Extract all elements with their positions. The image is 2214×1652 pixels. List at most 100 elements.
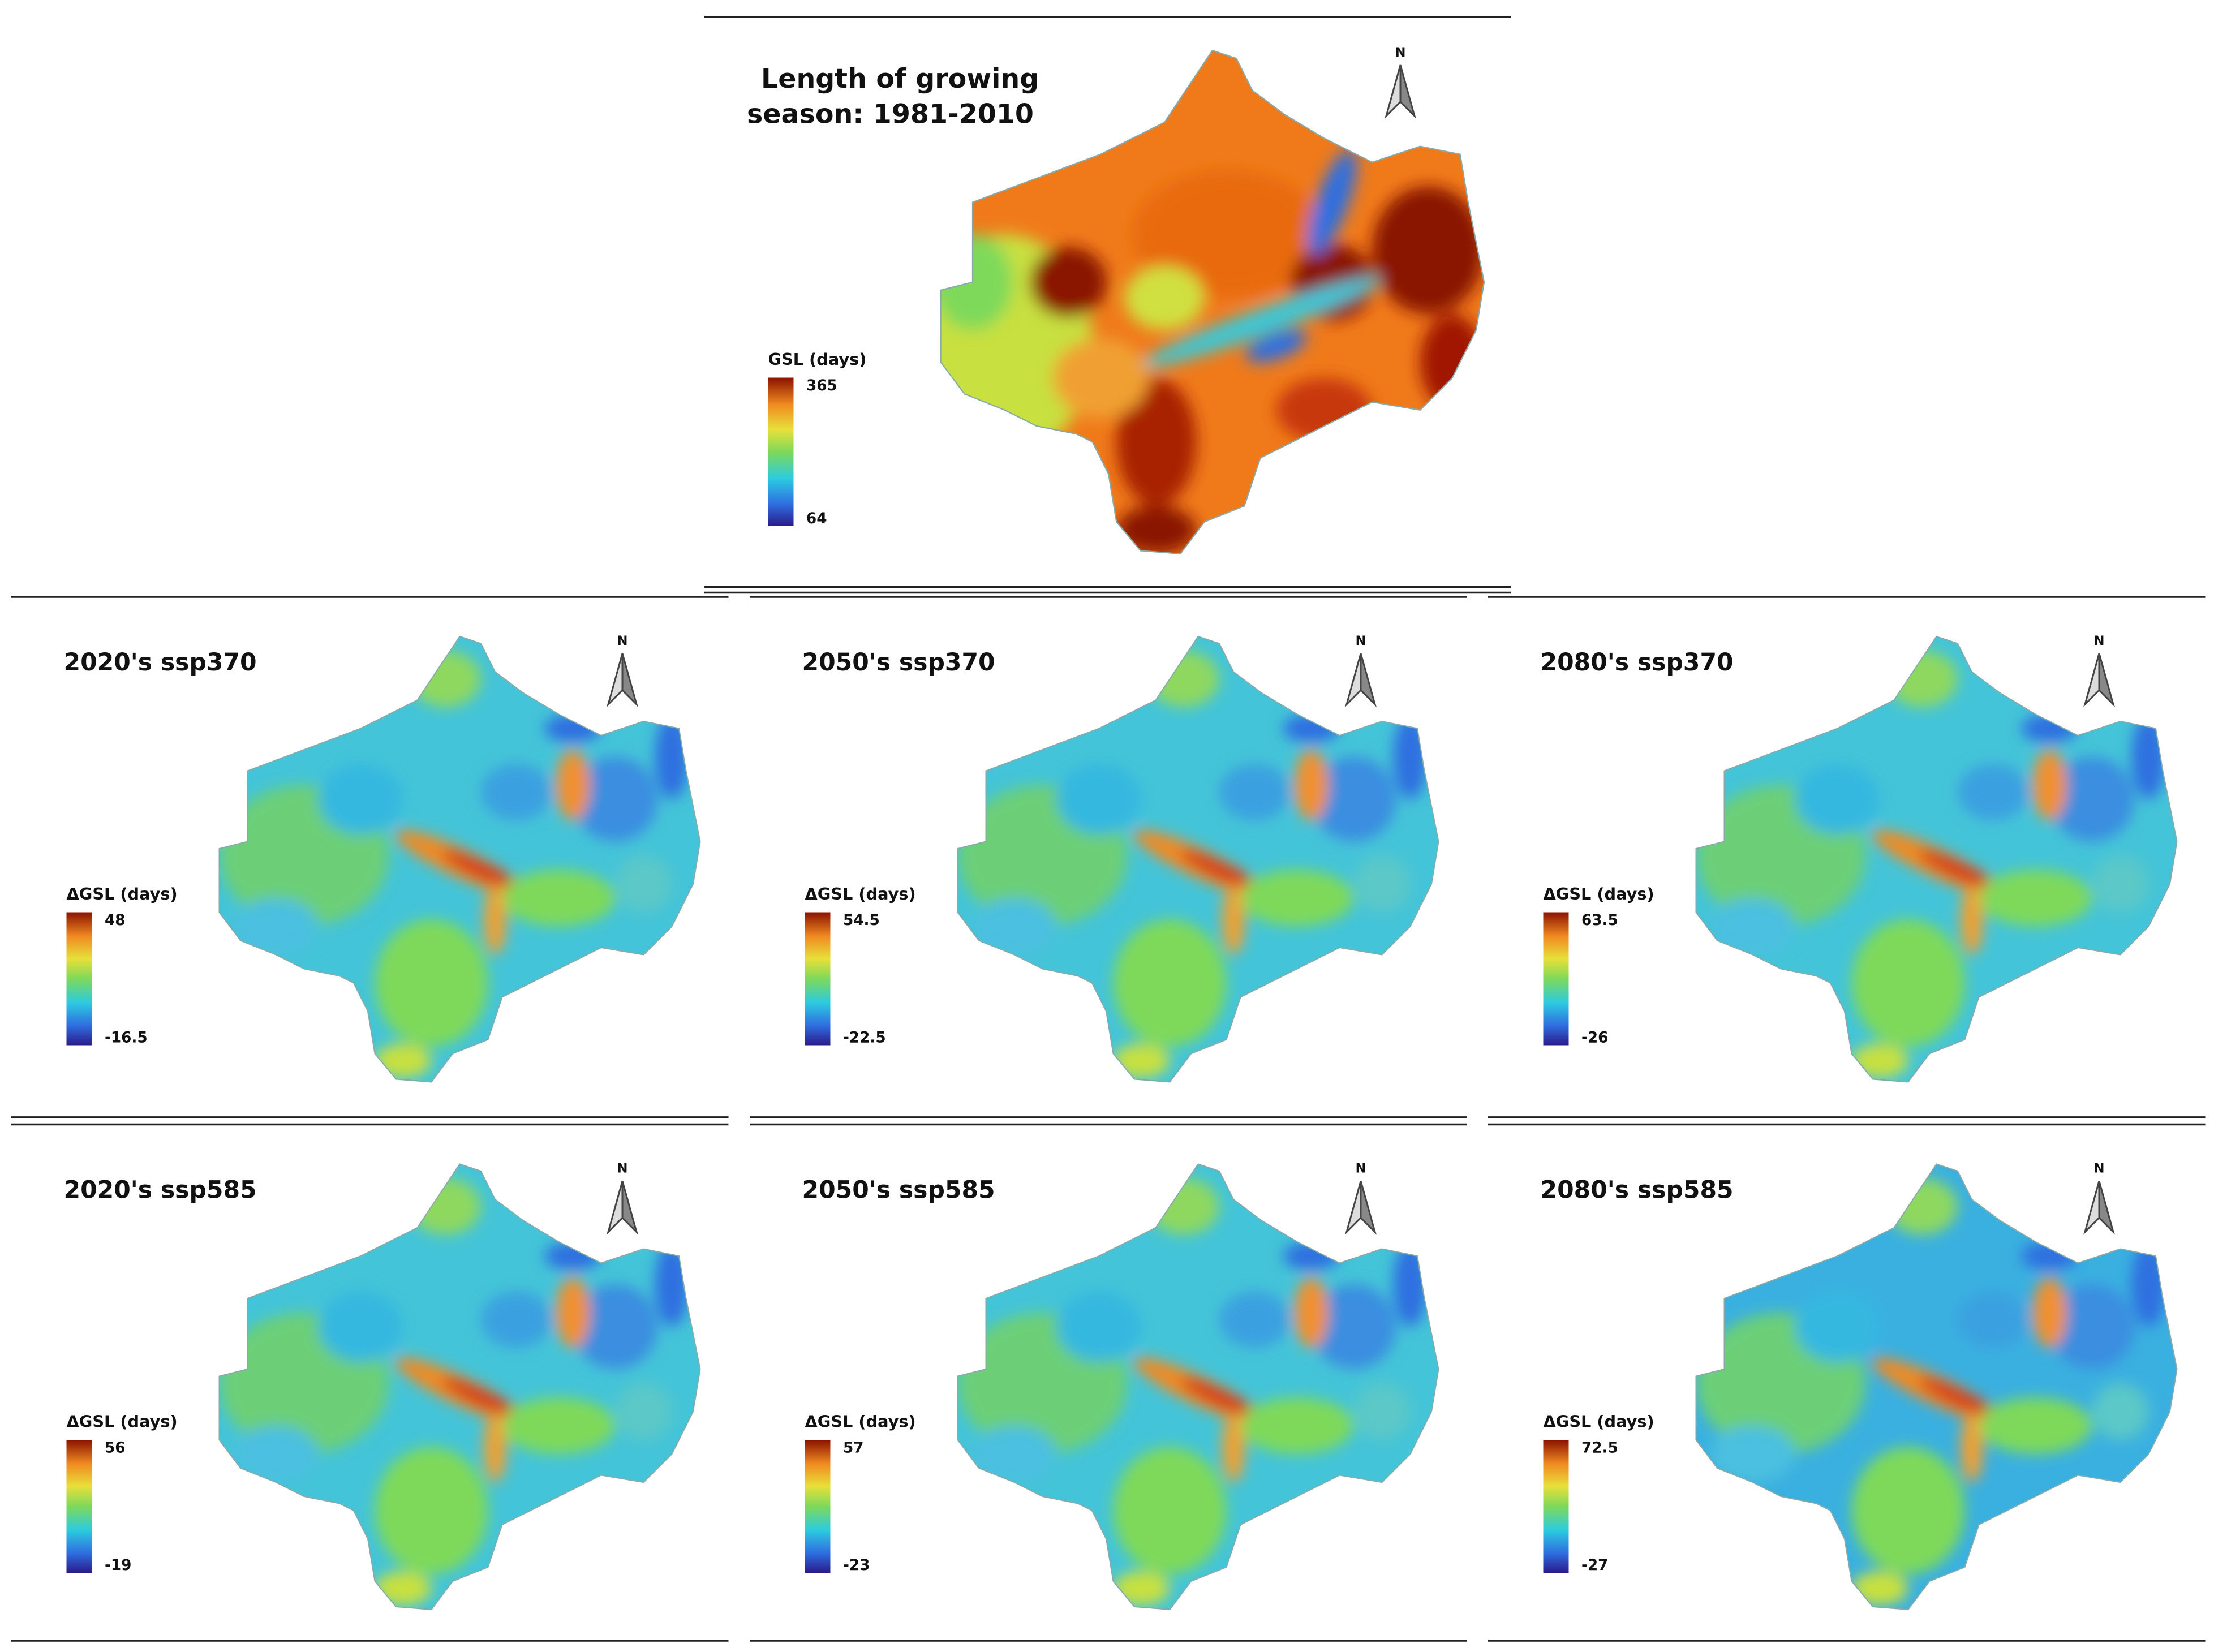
legend-max: 63.5 [1581,912,1618,929]
legend-min: -16.5 [105,1030,148,1047]
map-patch [1353,855,1411,913]
map-outline [957,635,1439,1083]
map-patch [2021,714,2078,743]
map-patch [2092,1383,2149,1440]
map-patch [1294,750,1329,820]
map-raster [219,636,700,1082]
north-arrow [1399,64,1416,119]
legend-title: ΔGSL (days) [1544,1412,1654,1431]
map-patch [1851,1571,1908,1606]
map [218,1163,701,1611]
map-title: 2080's ssp585 [1541,1177,1734,1204]
north-arrow [621,1181,638,1235]
map-texture [219,651,689,1078]
north-arrow [1385,64,1402,119]
map-patch [2021,1242,2078,1270]
map-outline [957,1163,1439,1611]
map-patch [1149,1178,1219,1235]
map-patch [442,850,520,889]
map-patch [573,1284,658,1369]
legend-min: -23 [843,1557,870,1574]
north-arrow [2083,653,2100,708]
map-patch [410,651,482,707]
map-patch [484,1412,507,1482]
map-title: 2050's ssp585 [802,1177,995,1204]
map-patch [1219,1291,1290,1348]
north-arrow [1345,1181,1362,1235]
north-arrow [2098,1181,2115,1235]
map-patch [1961,884,1983,955]
map-texture [1696,651,2166,1078]
legend-min: -26 [1581,1030,1608,1047]
map [218,635,701,1083]
map-patch [544,1242,601,1270]
map-patch [502,870,616,927]
legend-max: 72.5 [1581,1440,1618,1457]
color-bar [66,1440,92,1573]
map-title: 2050's ssp370 [802,649,995,677]
map-raster [1696,636,2177,1082]
map-title: 2020's ssp585 [64,1177,257,1204]
map-patch [1283,1242,1340,1270]
map-texture [219,1178,689,1606]
map-patch [1113,1044,1170,1078]
map-patch [2049,756,2135,842]
map-patch [1140,277,1381,368]
north-arrow [1345,653,1362,708]
map-patch [1222,1412,1245,1482]
north-label: N [1356,634,1366,648]
map-patch [375,919,488,1047]
north-arrow [607,1181,624,1235]
color-bar [1543,1440,1569,1573]
change-panel: 2080's ssp370 ΔGSL (days) 63.5 -26 N [1488,596,2206,1126]
map-patch [1795,1291,1880,1362]
change-panel: 2080's ssp585 ΔGSL (days) 72.5 -27 N [1488,1116,2206,1642]
map-raster [219,1164,700,1610]
map-patch [971,898,1057,955]
map-patch [233,898,319,955]
change-panel: 2050's ssp370 ΔGSL (days) 54.5 -22.5 N [750,596,1467,1126]
map-patch [502,1397,616,1454]
map-patch [1308,149,1357,255]
color-bar [805,1440,831,1573]
map [957,635,1439,1083]
map-outline [218,635,701,1083]
map-patch [1240,1397,1354,1454]
map-patch [481,764,552,820]
map-patch [1052,338,1149,418]
map-patch [233,1426,319,1482]
map-patch [1116,378,1197,506]
map-patch [2092,855,2149,913]
map-patch [1116,506,1197,554]
map-patch [318,764,403,834]
map-patch [318,1291,403,1362]
map-patch [375,1571,432,1606]
map-patch [1113,919,1227,1047]
map [1695,635,2178,1083]
map-patch [1294,1277,1329,1348]
map-title: 2080's ssp370 [1541,649,1734,677]
map-patch [1979,1397,2092,1454]
map-raster [1696,1164,2177,1610]
map-patch [481,1291,552,1348]
north-label: N [2094,1161,2105,1176]
map-patch [1240,870,1354,927]
map-patch [1113,1447,1227,1574]
map-patch [1030,247,1107,317]
map-patch [1180,1378,1258,1417]
map-patch [1710,1426,1795,1482]
map-patch [1851,1447,1965,1574]
north-label: N [617,634,628,648]
map-patch [1851,919,1965,1047]
color-bar [805,912,831,1046]
north-arrow [2098,653,2115,708]
map-patch [615,1383,672,1440]
map-patch [1851,1044,1908,1078]
map-patch [1420,314,1484,410]
map-patch [1887,1178,1958,1235]
map-patch [556,750,590,820]
legend-max: 54.5 [843,912,880,929]
map-patch [1276,378,1373,442]
legend-max: 365 [806,377,837,394]
